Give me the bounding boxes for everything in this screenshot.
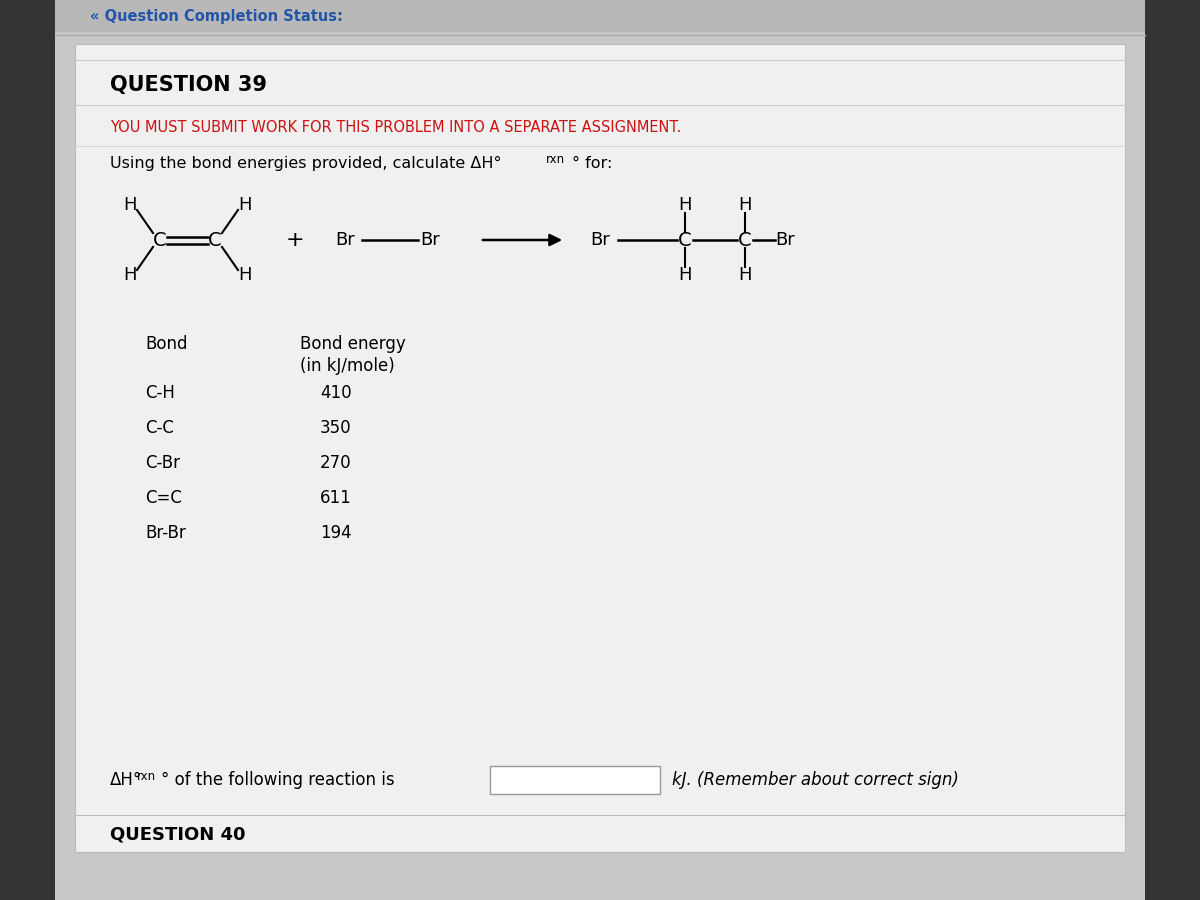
Text: H: H xyxy=(124,196,137,214)
Text: C: C xyxy=(738,230,752,249)
Text: 410: 410 xyxy=(320,384,352,402)
Text: « Question Completion Status:: « Question Completion Status: xyxy=(90,8,343,23)
Text: 270: 270 xyxy=(320,454,352,472)
Text: kJ. (Remember about correct sign): kJ. (Remember about correct sign) xyxy=(672,771,959,789)
Text: ° of the following reaction is: ° of the following reaction is xyxy=(161,771,395,789)
Text: Bond: Bond xyxy=(145,335,187,353)
Text: H: H xyxy=(239,266,252,284)
Text: Br: Br xyxy=(335,231,355,249)
Text: QUESTION 39: QUESTION 39 xyxy=(110,75,266,95)
Text: Using the bond energies provided, calculate ΔH°: Using the bond energies provided, calcul… xyxy=(110,156,502,171)
Text: C: C xyxy=(678,230,692,249)
Text: H: H xyxy=(738,266,751,284)
Text: QUESTION 40: QUESTION 40 xyxy=(110,826,246,844)
Text: Br: Br xyxy=(420,231,439,249)
Text: YOU MUST SUBMIT WORK FOR THIS PROBLEM INTO A SEPARATE ASSIGNMENT.: YOU MUST SUBMIT WORK FOR THIS PROBLEM IN… xyxy=(110,120,682,134)
Bar xyxy=(490,766,660,794)
Text: Br: Br xyxy=(775,231,794,249)
Text: H: H xyxy=(738,196,751,214)
Text: H: H xyxy=(678,196,691,214)
Text: C=C: C=C xyxy=(145,489,182,507)
Bar xyxy=(55,0,1145,32)
Text: 350: 350 xyxy=(320,419,352,437)
Text: H: H xyxy=(239,196,252,214)
Text: C-Br: C-Br xyxy=(145,454,180,472)
Text: C-H: C-H xyxy=(145,384,175,402)
Text: (in kJ/mole): (in kJ/mole) xyxy=(300,357,395,375)
Text: H: H xyxy=(124,266,137,284)
Text: Bond energy: Bond energy xyxy=(300,335,406,353)
Text: C: C xyxy=(154,230,167,249)
Text: ° for:: ° for: xyxy=(572,156,612,171)
Text: rxn: rxn xyxy=(137,770,156,782)
Text: rxn: rxn xyxy=(546,153,565,166)
Text: 194: 194 xyxy=(320,524,352,542)
Bar xyxy=(74,44,1126,852)
Text: C: C xyxy=(208,230,222,249)
Text: +: + xyxy=(286,230,305,250)
Text: ΔH°: ΔH° xyxy=(110,771,143,789)
Text: H: H xyxy=(678,266,691,284)
Text: 611: 611 xyxy=(320,489,352,507)
Text: C-C: C-C xyxy=(145,419,174,437)
Text: Br: Br xyxy=(590,231,610,249)
Text: Br-Br: Br-Br xyxy=(145,524,186,542)
